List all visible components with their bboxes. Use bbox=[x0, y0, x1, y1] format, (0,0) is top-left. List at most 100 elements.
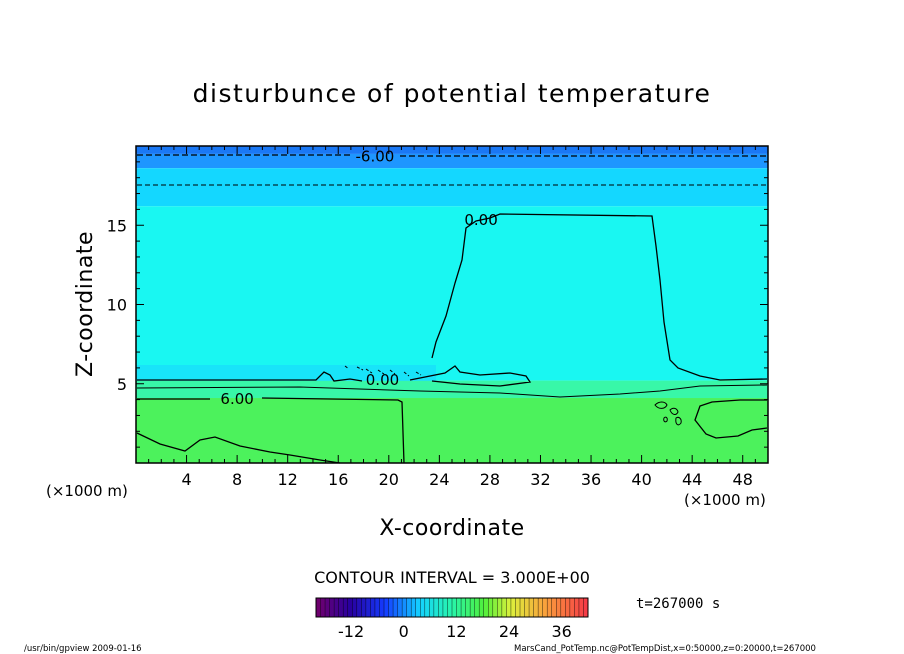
colorbar-tick-label: 24 bbox=[499, 622, 519, 641]
x-tick-label: 24 bbox=[429, 470, 449, 489]
colorbar-cell bbox=[483, 598, 489, 617]
x-tick-label: 16 bbox=[328, 470, 348, 489]
contour-line-neg6-upper bbox=[137, 154, 767, 157]
colorbar-tick-labels: -12 0 12 24 36 bbox=[338, 622, 572, 641]
colorbar-cell bbox=[492, 598, 498, 617]
contour-line-pos6-bottom bbox=[136, 432, 341, 464]
x-tick-label: 48 bbox=[733, 470, 753, 489]
color-band-4 bbox=[136, 380, 768, 399]
x-tick-label: 44 bbox=[682, 470, 702, 489]
x-tick-label: 12 bbox=[278, 470, 298, 489]
contour-line-zero-tower bbox=[431, 213, 768, 381]
contour-label-3: 6.00 bbox=[220, 390, 253, 408]
colorbar-cell bbox=[447, 598, 453, 617]
x-axis-label: X-coordinate bbox=[379, 516, 524, 541]
colorbar-cell bbox=[520, 598, 525, 617]
colorbar-cell bbox=[578, 598, 584, 617]
colorbar-cell bbox=[456, 598, 462, 617]
y-tick-label: 10 bbox=[107, 296, 127, 315]
colorbar-cell bbox=[429, 598, 435, 617]
colorbar-tick-label: 0 bbox=[399, 622, 409, 641]
colorbar-cell bbox=[334, 598, 339, 617]
eddy-patch bbox=[136, 365, 436, 381]
colorbar-cell bbox=[411, 598, 417, 617]
colorbar-cell bbox=[461, 598, 466, 617]
colorbar-cell bbox=[338, 598, 344, 617]
axis-ticks bbox=[136, 146, 768, 463]
y-tick-labels: 5 10 15 bbox=[107, 216, 127, 394]
contour-label-1: 0.00 bbox=[464, 211, 497, 229]
colorbar-cell bbox=[510, 598, 516, 617]
colorbar-cell bbox=[415, 598, 421, 617]
colorbar-cell bbox=[352, 598, 358, 617]
colorbar-cell bbox=[320, 598, 326, 617]
x-unit-left: (×1000 m) bbox=[46, 482, 128, 500]
contour-label-0: -6.00 bbox=[355, 148, 394, 166]
colorbar-cell bbox=[547, 598, 553, 617]
x-tick-label: 36 bbox=[581, 470, 601, 489]
colorbar-cell bbox=[479, 598, 485, 617]
y-tick-label: 5 bbox=[117, 375, 127, 394]
colorbar-cell bbox=[384, 598, 389, 617]
colorbar-frame bbox=[315, 597, 589, 618]
contour-labels: -6.00 0.00 0.00 6.00 bbox=[220, 148, 497, 409]
colorbar-cell bbox=[565, 598, 571, 617]
x-tick-label: 40 bbox=[631, 470, 651, 489]
y-axis-label: Z-coordinate bbox=[73, 231, 98, 377]
colorbar-cell bbox=[325, 598, 330, 617]
y-tick-label: 15 bbox=[107, 216, 127, 235]
colorbar-cell bbox=[397, 598, 403, 617]
contour-lines bbox=[136, 154, 768, 464]
colorbar-cell bbox=[529, 598, 534, 617]
contour-line-pos6-blobs bbox=[654, 401, 682, 426]
colorbar-tick-label: 12 bbox=[446, 622, 466, 641]
colorbar-cell bbox=[361, 598, 367, 617]
colorbar-cell bbox=[356, 598, 362, 617]
colorbar-cell bbox=[406, 598, 412, 617]
colorbar-cell bbox=[488, 598, 494, 617]
colorbar-cell bbox=[452, 598, 457, 617]
x-tick-labels: 4 8 12 16 20 24 28 32 36 40 44 48 bbox=[181, 470, 752, 489]
colorbar-cell bbox=[420, 598, 426, 617]
colorbar-tick-label: -12 bbox=[338, 622, 364, 641]
contour-label-2: 0.00 bbox=[366, 371, 399, 389]
colorbar-cell bbox=[402, 598, 407, 617]
colorbar-cell bbox=[560, 598, 566, 617]
contour-interval-text: CONTOUR INTERVAL = 3.000E+00 bbox=[314, 568, 590, 587]
colorbar-cell bbox=[388, 598, 394, 617]
colorbar-cell bbox=[506, 598, 512, 617]
contour-line-pos3 bbox=[136, 384, 768, 398]
x-unit-right: (×1000 m) bbox=[684, 491, 766, 509]
colorbar-tick-label: 36 bbox=[551, 622, 571, 641]
colorbar-cell bbox=[465, 598, 471, 617]
colorbar-cell bbox=[501, 598, 507, 617]
colorbar-cell bbox=[374, 598, 380, 617]
footer-right: MarsCand_PotTemp.nc@PotTempDist,x=0:5000… bbox=[514, 644, 816, 654]
colorbar-cell bbox=[542, 598, 548, 617]
x-tick-label: 4 bbox=[181, 470, 191, 489]
x-tick-label: 28 bbox=[480, 470, 500, 489]
colorbar-cell bbox=[470, 598, 475, 617]
colorbar-cell bbox=[556, 598, 562, 617]
colorbar-cell bbox=[370, 598, 376, 617]
colorbar-cell bbox=[442, 598, 448, 617]
chart-title: disturbunce of potential temperature bbox=[193, 79, 712, 108]
color-band-1 bbox=[136, 153, 768, 169]
colorbar-cell bbox=[583, 598, 589, 617]
colorbar-cell bbox=[551, 598, 557, 617]
colorbar-cell bbox=[329, 598, 335, 617]
colorbar-cell bbox=[515, 598, 521, 617]
colorbar-cell bbox=[569, 598, 575, 617]
colorbar-cell bbox=[393, 598, 398, 617]
filled-contours bbox=[136, 146, 768, 463]
contour-eddies bbox=[344, 365, 422, 377]
colorbar-cell bbox=[343, 598, 349, 617]
color-band-2 bbox=[136, 168, 768, 207]
x-tick-label: 20 bbox=[379, 470, 399, 489]
contour-line-pos6-right bbox=[694, 399, 768, 439]
colorbar-cell bbox=[524, 598, 530, 617]
contour-line-pos6 bbox=[137, 397, 405, 464]
x-tick-label: 32 bbox=[530, 470, 550, 489]
contour-line-zero-lower bbox=[137, 365, 532, 387]
